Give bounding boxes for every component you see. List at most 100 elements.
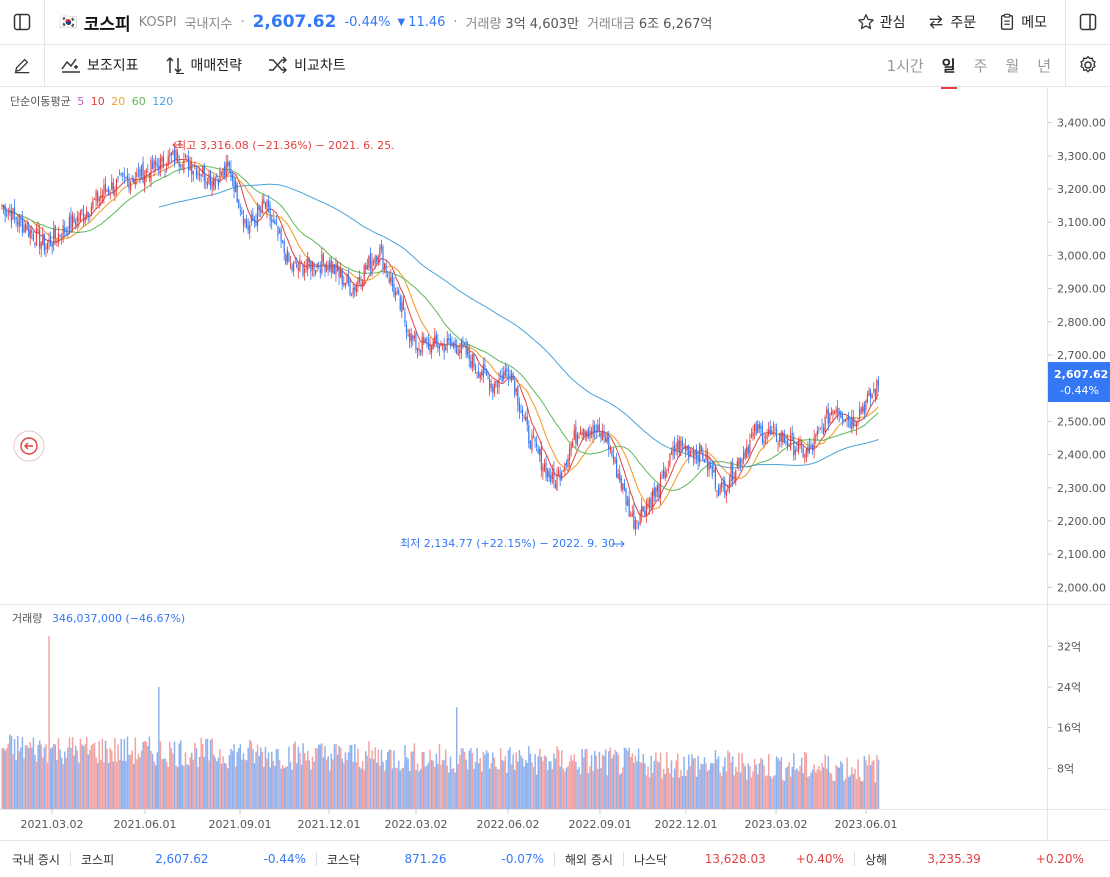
candle-body: [661, 474, 663, 476]
volume-bar: [256, 744, 259, 809]
volume-bar: [346, 759, 348, 809]
volume-bar: [783, 781, 786, 809]
candle-body: [716, 490, 718, 492]
candle-body: [153, 160, 155, 169]
candle-body: [51, 244, 53, 247]
candle-body: [862, 406, 864, 412]
candle-body: [9, 209, 11, 213]
volume-bar: [167, 766, 169, 809]
candle-body: [732, 462, 734, 481]
volume-bar: [79, 738, 82, 809]
chart-area[interactable]: 3,400.00 3,300.00 3,200.00 3,100.00 3,000.00…: [0, 86, 1110, 844]
candle-body: [463, 344, 466, 346]
volume-bar: [840, 760, 842, 809]
footer-item-nasdaq[interactable]: 나스닥 13,628.03 +0.40%: [633, 852, 844, 867]
footer-item-shanghai[interactable]: 상해 3,235.39 +0.20%: [864, 852, 1084, 867]
volume-bar: [573, 754, 576, 809]
volume-bar: [713, 763, 715, 809]
candle-body: [518, 403, 520, 411]
candle-body: [216, 175, 218, 179]
volume-bar: [485, 750, 488, 809]
volume-bar: [388, 749, 391, 809]
volume-bar: [476, 747, 478, 809]
volume-bar: [170, 748, 173, 809]
volume-bar: [31, 747, 33, 809]
volume-bar: [274, 765, 276, 809]
indicator-button[interactable]: 보조지표: [61, 55, 139, 75]
volume-bar: [272, 760, 275, 809]
price-chart-svg[interactable]: 3,400.00 3,300.00 3,200.00 3,100.00 3,000.00…: [0, 86, 1110, 840]
candle-body: [804, 455, 806, 457]
candle-body: [573, 429, 575, 440]
period-year[interactable]: 년: [1037, 56, 1051, 75]
volume-bar: [720, 776, 723, 809]
period-week[interactable]: 주: [973, 56, 988, 75]
volume-bar: [23, 758, 25, 809]
volume-bar: [344, 752, 347, 809]
strategy-button[interactable]: 매매전략: [165, 55, 242, 75]
volume-bar: [266, 758, 268, 809]
volume-bar: [510, 764, 513, 809]
footer-item-kosdaq[interactable]: 코스닥 871.26 -0.07%: [326, 852, 544, 867]
candle-body: [837, 407, 839, 413]
candle-body: [407, 334, 409, 336]
volume-bar: [877, 759, 880, 809]
volume-bar: [622, 767, 624, 809]
candle-body: [788, 445, 790, 447]
candle-body: [877, 380, 880, 386]
candle-body: [103, 185, 105, 199]
candle-body: [296, 263, 298, 268]
candle-body: [531, 435, 533, 451]
panel-toggle-icon[interactable]: [1066, 0, 1110, 44]
settings-gear-icon[interactable]: [1066, 44, 1110, 86]
footer-item-kospi[interactable]: 코스피 2,607.62 -0.44%: [80, 852, 306, 867]
volume-bar: [230, 748, 232, 809]
volume-bar: [578, 767, 580, 809]
volume-bar: [7, 743, 10, 809]
volume-bar: [67, 747, 69, 809]
volume-bar: [263, 766, 265, 809]
memo-button[interactable]: 메모: [998, 12, 1047, 32]
candle-body: [703, 459, 705, 463]
candle-body: [236, 183, 238, 203]
volume-bar: [504, 756, 507, 809]
volume-bar: [825, 768, 828, 809]
volume-bar: [352, 761, 354, 809]
volume-bar: [455, 707, 458, 809]
candle-body: [84, 216, 86, 223]
sidebar-toggle-icon[interactable]: [0, 0, 44, 44]
candle-body: [329, 262, 331, 270]
scroll-back-button[interactable]: [13, 430, 45, 462]
volume-bar: [708, 769, 710, 809]
watch-button[interactable]: 관심: [857, 12, 905, 32]
ma-legend[interactable]: 단순이동평균 5 10 20 60 120: [10, 95, 174, 108]
candle-body: [120, 173, 122, 175]
candle-body: [866, 393, 869, 403]
period-hour[interactable]: 1시간: [886, 56, 924, 75]
draw-pencil-icon[interactable]: [0, 44, 44, 86]
candle-body: [843, 419, 845, 421]
candle-body: [32, 233, 34, 241]
period-month[interactable]: 월: [1005, 56, 1020, 75]
volume-bar: [150, 750, 152, 809]
volume-bar: [716, 759, 718, 809]
candle-body: [4, 204, 6, 217]
candle-body: [606, 433, 608, 443]
order-button[interactable]: 주문: [927, 12, 976, 32]
candle-body: [507, 373, 510, 379]
chart-toolbar: 보조지표 매매전략 비교차트 1시간 일 주 월 년: [0, 44, 1110, 89]
candle-body: [750, 434, 753, 438]
volume-bar: [482, 751, 485, 809]
candle-body: [332, 263, 334, 273]
period-day[interactable]: 일: [940, 56, 957, 89]
candle-body: [719, 484, 721, 495]
candle-body: [805, 449, 807, 459]
volume-bar: [385, 760, 387, 809]
candle-body: [81, 208, 83, 212]
domestic-market-label: 국내 증시: [12, 852, 60, 867]
candle-body: [26, 224, 28, 231]
compare-button[interactable]: 비교차트: [268, 55, 346, 75]
candle-body: [424, 339, 426, 343]
candle-body: [557, 470, 560, 476]
candle-body: [655, 488, 657, 498]
